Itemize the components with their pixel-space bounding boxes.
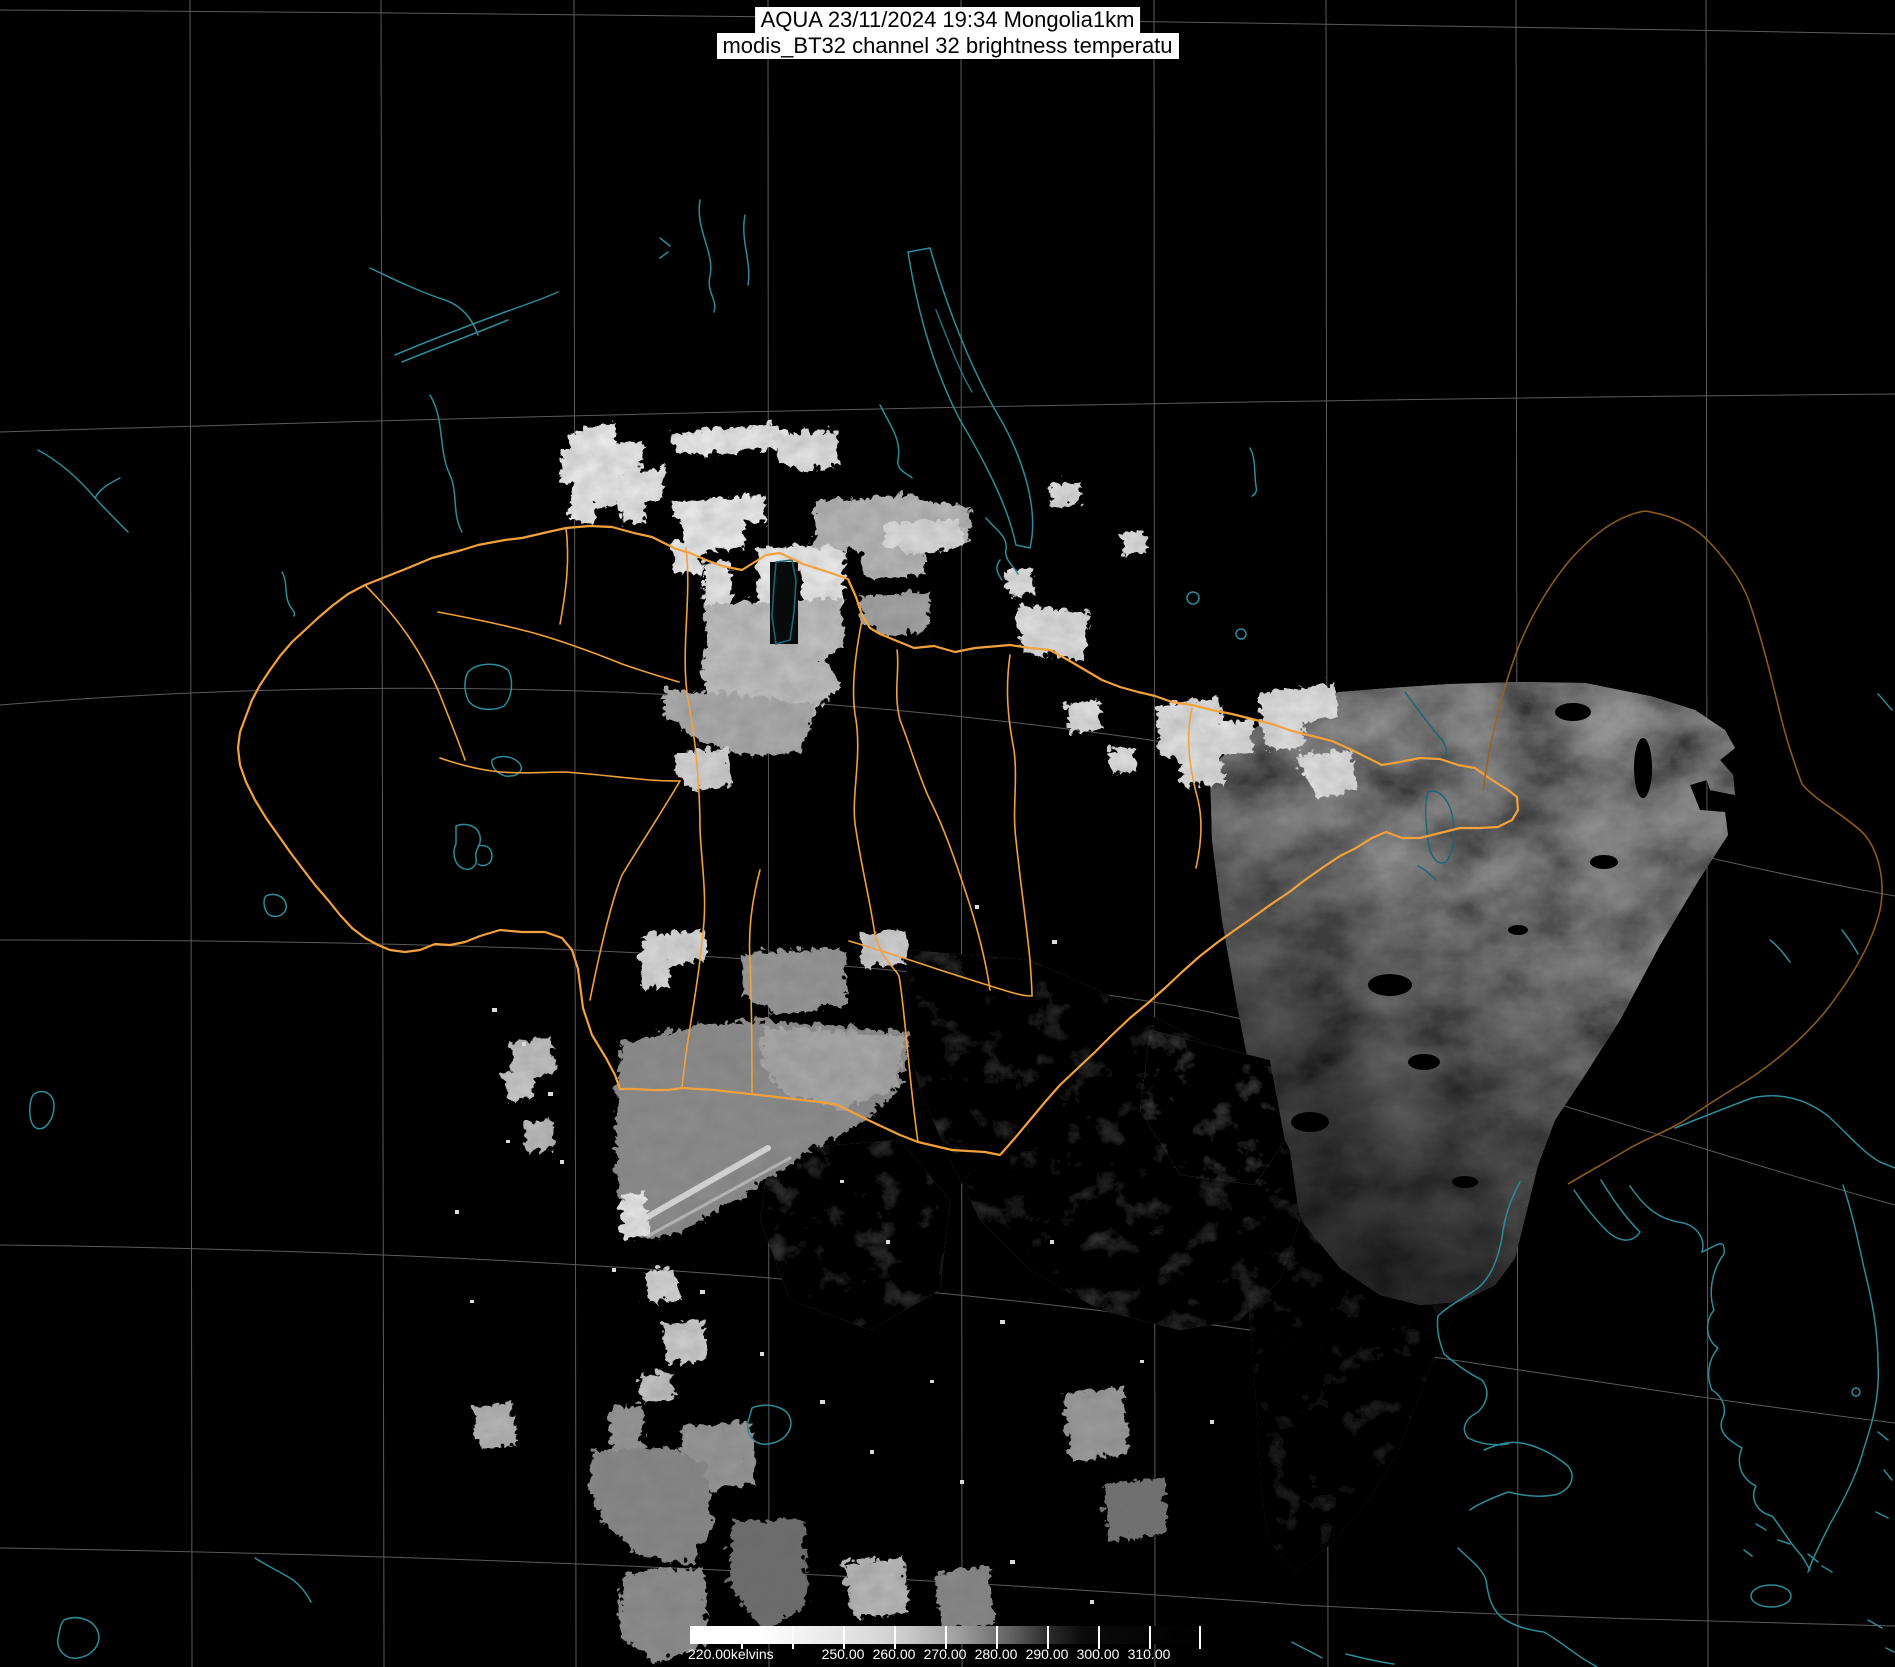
political-borders bbox=[236, 524, 1520, 1157]
lake-khovsgol-outline bbox=[771, 559, 797, 646]
island-bits bbox=[1867, 1431, 1895, 1653]
colorbar-tick bbox=[996, 1626, 998, 1649]
river bbox=[879, 404, 913, 479]
coast-yangtze bbox=[1457, 1547, 1598, 1667]
small-lake bbox=[57, 1616, 100, 1659]
small-lake bbox=[263, 893, 288, 918]
river bbox=[369, 267, 479, 336]
colorbar-tick-label: 280.00 bbox=[974, 1646, 1018, 1662]
satellite-swath-bright bbox=[1152, 682, 1735, 1572]
river bbox=[698, 199, 716, 313]
lake-outline bbox=[746, 1404, 792, 1445]
aimag-borders bbox=[364, 527, 1202, 1143]
cloud-cluster-bottom bbox=[470, 1066, 1166, 1660]
small-lake bbox=[1186, 591, 1200, 605]
lake-baikal bbox=[907, 247, 1034, 549]
mongolia-border bbox=[236, 524, 1520, 1157]
coastlines bbox=[1436, 1095, 1895, 1667]
colorbar-tick bbox=[945, 1626, 947, 1649]
meridian-line bbox=[189, 0, 193, 1667]
meridian-line bbox=[960, 0, 963, 1667]
island-jeju bbox=[1750, 1584, 1792, 1608]
colorbar-unit-label: 220.00kelvins bbox=[688, 1646, 774, 1662]
small-lake bbox=[29, 1090, 55, 1130]
meridian-line bbox=[767, 0, 770, 1667]
river bbox=[659, 237, 671, 259]
parallel-line bbox=[0, 393, 1895, 433]
cloud-streak bbox=[646, 1156, 792, 1238]
cloud-cluster-central bbox=[505, 926, 906, 1238]
coast-bohai bbox=[1436, 1181, 1521, 1446]
colorbar-tick-label: 300.00 bbox=[1076, 1646, 1120, 1662]
dim-region-west-patch bbox=[760, 1140, 950, 1330]
river-selenga bbox=[985, 517, 1019, 581]
river bbox=[401, 319, 509, 363]
coast-sea-of-japan bbox=[1674, 1095, 1895, 1169]
colorbar-tick bbox=[894, 1626, 896, 1649]
colorbar-tick-label: 290.00 bbox=[1025, 1646, 1069, 1662]
colorbar-tick bbox=[792, 1626, 794, 1649]
river bbox=[1291, 1641, 1395, 1665]
colorbar-tick bbox=[1047, 1626, 1049, 1649]
parallel-line bbox=[0, 1547, 1895, 1627]
swath-topleft-clouds bbox=[1152, 682, 1352, 794]
coast-korea-west bbox=[1629, 1185, 1811, 1571]
title-line-2: modis_BT32 channel 32 brightness tempera… bbox=[716, 33, 1179, 59]
river bbox=[1404, 691, 1448, 758]
water-features bbox=[29, 199, 1893, 1665]
river bbox=[254, 1557, 312, 1603]
river bbox=[429, 394, 463, 533]
small-lake bbox=[1249, 447, 1258, 497]
meridian-line bbox=[1153, 0, 1156, 1667]
small-lake bbox=[1235, 628, 1247, 640]
colorbar-tick bbox=[1098, 1626, 1100, 1649]
colorbar-tick-label: 310.00 bbox=[1127, 1646, 1171, 1662]
river bbox=[1769, 693, 1893, 963]
colorbar-tick-label: 260.00 bbox=[872, 1646, 916, 1662]
meridian-line bbox=[380, 0, 385, 1667]
swath-shading bbox=[1210, 682, 1735, 1305]
river bbox=[281, 571, 296, 617]
colorbar-tick bbox=[843, 1626, 845, 1649]
border-russia-china bbox=[1482, 510, 1883, 1185]
swath-black-gaps bbox=[1291, 703, 1652, 1188]
colorbar-tick bbox=[1149, 1626, 1151, 1649]
river bbox=[743, 214, 750, 286]
lake-kharus bbox=[453, 823, 493, 870]
coast-liaodong bbox=[1573, 1179, 1641, 1241]
river bbox=[394, 291, 559, 356]
swath-dim-tail bbox=[1243, 1085, 1460, 1572]
coast-korea-east bbox=[1807, 1184, 1880, 1573]
coast-korea-south-islands bbox=[1743, 1523, 1833, 1573]
dim-region-bright-patch bbox=[1140, 1030, 1285, 1185]
coast-shandong bbox=[1469, 1441, 1573, 1511]
river bbox=[1417, 865, 1437, 881]
cloud-specks-northeast bbox=[1000, 478, 1144, 770]
lake-hulun bbox=[1424, 790, 1455, 864]
river bbox=[37, 449, 129, 533]
cloud-streak bbox=[625, 1145, 771, 1231]
island-ulleung bbox=[1851, 1387, 1861, 1397]
lake-khovsgol bbox=[770, 559, 798, 646]
meridian-line bbox=[573, 0, 577, 1667]
colorbar-tick-label: 250.00 bbox=[821, 1646, 865, 1662]
lake-uvs bbox=[464, 663, 513, 711]
title-line-1: AQUA 23/11/2024 19:34 Mongolia1km bbox=[754, 7, 1141, 33]
colorbar-tick-label: 270.00 bbox=[923, 1646, 967, 1662]
border-nk-china bbox=[1567, 1121, 1683, 1185]
colorbar-tick bbox=[741, 1626, 743, 1649]
dim-gray-region-south bbox=[760, 950, 1300, 1330]
noise-specks bbox=[455, 905, 1214, 1604]
colorbar-tick bbox=[1199, 1626, 1201, 1649]
